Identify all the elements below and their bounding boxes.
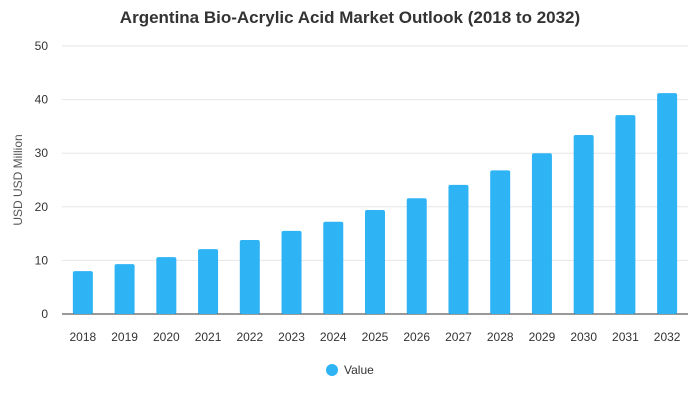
bar-2029[interactable] [531, 153, 552, 314]
bar-2024[interactable] [323, 221, 344, 314]
x-tick-label: 2029 [529, 330, 556, 344]
x-tick-label: 2019 [111, 330, 138, 344]
legend-marker[interactable] [326, 364, 338, 376]
bar-2023[interactable] [281, 230, 302, 314]
bars [72, 93, 678, 314]
y-tick-label: 30 [35, 146, 49, 160]
bar-2019[interactable] [114, 264, 135, 314]
y-tick-label: 40 [35, 93, 49, 107]
chart-title: Argentina Bio-Acrylic Acid Market Outloo… [119, 8, 581, 27]
x-tick-label: 2020 [153, 330, 180, 344]
x-tick-label: 2025 [362, 330, 389, 344]
x-tick-label: 2032 [654, 330, 681, 344]
bar-2018[interactable] [72, 271, 93, 314]
x-tick-label: 2018 [70, 330, 97, 344]
y-tick-label: 10 [35, 253, 49, 267]
x-tick-label: 2027 [445, 330, 472, 344]
x-axis-ticks: 2018 2019 2020 2021 2022 2023 2024 2025 2026 2027… [70, 330, 681, 344]
bar-2022[interactable] [239, 240, 260, 314]
bar-2021[interactable] [198, 249, 219, 314]
bar-2027[interactable] [448, 184, 469, 314]
bar-2020[interactable] [156, 257, 177, 314]
x-tick-label: 2031 [612, 330, 639, 344]
y-axis-ticks: 0 10 20 30 40 50 [35, 39, 49, 321]
x-tick-label: 2023 [278, 330, 305, 344]
bar-2030[interactable] [573, 134, 594, 314]
legend[interactable]: Value [326, 363, 374, 377]
x-tick-label: 2022 [236, 330, 263, 344]
legend-label-value[interactable]: Value [344, 363, 374, 377]
y-tick-label: 20 [35, 200, 49, 214]
x-tick-label: 2024 [320, 330, 347, 344]
x-tick-label: 2021 [195, 330, 222, 344]
x-tick-label: 2028 [487, 330, 514, 344]
bar-2026[interactable] [406, 198, 427, 314]
x-tick-label: 2030 [570, 330, 597, 344]
bar-2031[interactable] [615, 115, 636, 314]
y-tick-label: 0 [41, 307, 48, 321]
y-tick-label: 50 [35, 39, 49, 53]
bar-2025[interactable] [365, 210, 385, 314]
x-tick-label: 2026 [403, 330, 430, 344]
y-axis-label: USD USD Million [11, 134, 25, 225]
bar-2032[interactable] [657, 93, 678, 314]
bar-2028[interactable] [490, 170, 511, 314]
